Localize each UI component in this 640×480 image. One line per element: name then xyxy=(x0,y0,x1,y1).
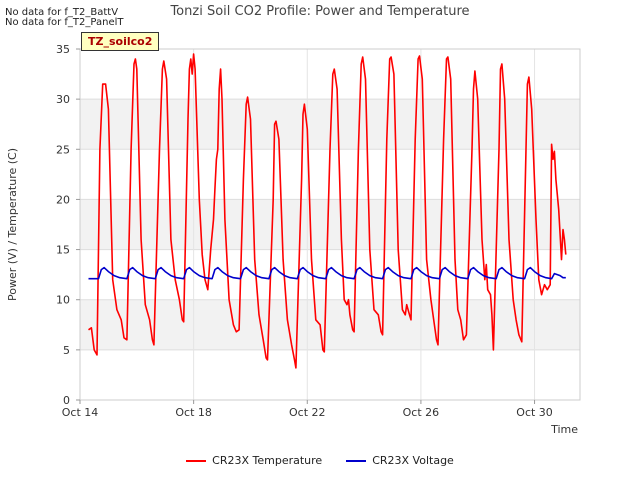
x-tick-label: Oct 14 xyxy=(62,406,99,419)
y-tick-label: 15 xyxy=(56,244,70,257)
legend-swatch-temperature xyxy=(186,459,207,462)
y-tick-label: 5 xyxy=(63,344,70,357)
legend-item-temperature: CR23X Temperature xyxy=(186,454,322,467)
x-tick-label: Oct 22 xyxy=(289,406,326,419)
chart-title: Tonzi Soil CO2 Profile: Power and Temper… xyxy=(170,4,470,19)
x-tick-label: Oct 26 xyxy=(403,406,440,419)
y-tick-label: 25 xyxy=(56,143,70,156)
y-tick-label: 35 xyxy=(56,43,70,56)
legend-swatch-voltage xyxy=(346,459,367,462)
x-tick-label: Oct 30 xyxy=(516,406,553,419)
y-tick-label: 20 xyxy=(56,193,70,206)
y-tick-label: 0 xyxy=(63,394,70,407)
y-tick-label: 30 xyxy=(56,93,70,106)
series-line-voltage xyxy=(88,266,566,280)
grid-band xyxy=(80,299,580,350)
legend-item-voltage: CR23X Voltage xyxy=(346,454,454,467)
no-data-note-panel: No data for f_T2_PanelT xyxy=(5,17,124,28)
legend-label-temperature: CR23X Temperature xyxy=(212,454,323,467)
site-tag-label: TZ_soilco2 xyxy=(81,32,160,51)
grid-band xyxy=(80,199,580,250)
plot-frame xyxy=(79,48,581,401)
series-line-temperature xyxy=(88,53,567,369)
no-data-note-batt: No data for f_T2_BattV xyxy=(5,7,119,18)
x-tick-label: Oct 18 xyxy=(175,406,212,419)
y-axis-title: Power (V) / Temperature (C) xyxy=(6,148,19,301)
y-tick-label: 10 xyxy=(56,294,70,307)
x-axis-title: Time xyxy=(550,423,578,436)
legend-label-voltage: CR23X Voltage xyxy=(372,454,454,467)
chart-legend: CR23X Temperature CR23X Voltage xyxy=(0,454,640,467)
